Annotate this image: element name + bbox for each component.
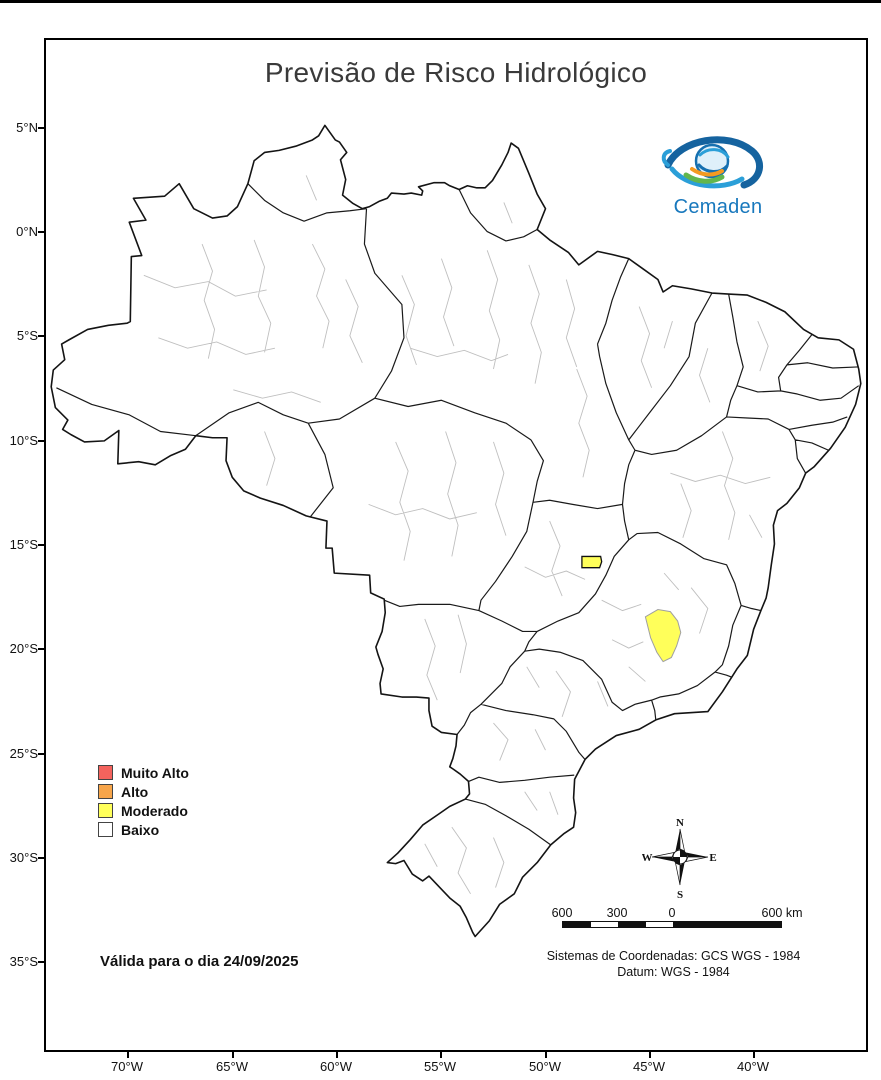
latitude-tick: [38, 335, 44, 337]
cemaden-logo: Cemaden: [652, 129, 784, 219]
compass-rose-icon: N S E W: [642, 817, 717, 899]
latitude-tick: [38, 544, 44, 546]
scale-bar-labels: 600 300 0 600 km: [552, 906, 803, 921]
baixo-label: Baixo: [121, 821, 160, 838]
scale-bar-segment: [618, 922, 646, 927]
compass-south-label: S: [677, 889, 683, 899]
latitude-label-10s: 10°S: [9, 433, 38, 448]
baixo-swatch: [98, 822, 113, 837]
coordinate-system-note: Sistemas de Coordenadas: GCS WGS - 1984 …: [526, 949, 821, 980]
latitude-tick: [38, 648, 44, 650]
scale-label-0: 0: [668, 906, 676, 920]
scale-bar-segment: [645, 922, 673, 927]
latitude-label-5n: 5°N: [16, 120, 38, 135]
longitude-tick: [440, 1052, 442, 1058]
muito-alto-label: Muito Alto: [121, 764, 189, 781]
latitude-tick: [38, 961, 44, 963]
brazil-map: [46, 40, 866, 1050]
longitude-tick: [649, 1052, 651, 1058]
latitude-label-25s: 25°S: [9, 746, 38, 761]
compass-east-label: E: [709, 852, 716, 864]
scale-bar-segment: [673, 922, 781, 927]
longitude-tick: [336, 1052, 338, 1058]
scale-label-600-km: 600 km: [761, 906, 803, 920]
compass-north-label: N: [676, 817, 684, 829]
risk-legend: Muito Alto Alto Moderado Baixo: [98, 763, 189, 839]
latitude-label-20s: 20°S: [9, 641, 38, 656]
municipal-boundaries: [144, 175, 770, 893]
cemaden-wordmark: Cemaden: [673, 196, 763, 218]
longitude-label-45w: 45°W: [633, 1059, 665, 1074]
latitude-tick: [38, 753, 44, 755]
longitude-label-70w: 70°W: [111, 1059, 143, 1074]
legend-item-alto: Alto: [98, 782, 189, 801]
longitude-label-40w: 40°W: [737, 1059, 769, 1074]
scale-label-300: 300: [606, 906, 628, 920]
coordinate-system-line1: Sistemas de Coordenadas: GCS WGS - 1984: [546, 949, 801, 963]
longitude-label-55w: 55°W: [424, 1059, 456, 1074]
moderado-region-southeast: [645, 610, 680, 662]
scale-bar-segment: [590, 922, 618, 927]
legend-item-baixo: Baixo: [98, 820, 189, 839]
scale-label-600-left: 600: [551, 906, 573, 920]
legend-item-muito-alto: Muito Alto: [98, 763, 189, 782]
longitude-tick: [232, 1052, 234, 1058]
latitude-tick: [38, 440, 44, 442]
latitude-label-35s: 35°S: [9, 954, 38, 969]
latitude-tick: [38, 857, 44, 859]
longitude-tick: [127, 1052, 129, 1058]
moderado-region-central: [582, 556, 602, 567]
country-outline: [51, 125, 861, 936]
moderado-label: Moderado: [121, 802, 188, 819]
latitude-tick: [38, 231, 44, 233]
cemaden-eye-icon: [661, 136, 763, 189]
map-title: Previsão de Risco Hidrológico: [264, 57, 648, 88]
longitude-label-50w: 50°W: [529, 1059, 561, 1074]
coordinate-system-line2: Datum: WGS - 1984: [617, 964, 730, 979]
state-boundaries: [56, 184, 858, 845]
scale-bar-graphic: [562, 921, 782, 928]
validity-note: Válida para o dia 24/09/2025: [100, 953, 299, 970]
longitude-label-65w: 65°W: [216, 1059, 248, 1074]
latitude-label-0n: 0°N: [16, 224, 38, 239]
alto-label: Alto: [121, 783, 149, 800]
alto-swatch: [98, 784, 113, 799]
muito-alto-swatch: [98, 765, 113, 780]
longitude-tick: [753, 1052, 755, 1058]
legend-item-moderado: Moderado: [98, 801, 189, 820]
scale-bar-segment: [563, 922, 591, 927]
map-frame: [44, 38, 868, 1052]
longitude-label-60w: 60°W: [320, 1059, 352, 1074]
latitude-label-15s: 15°S: [9, 537, 38, 552]
compass-west-label: W: [642, 852, 653, 864]
longitude-tick: [545, 1052, 547, 1058]
latitude-label-30s: 30°S: [9, 850, 38, 865]
latitude-tick: [38, 127, 44, 129]
scale-bar: 600 300 0 600 km: [552, 906, 803, 928]
latitude-label-5s: 5°S: [16, 328, 38, 343]
moderado-swatch: [98, 803, 113, 818]
